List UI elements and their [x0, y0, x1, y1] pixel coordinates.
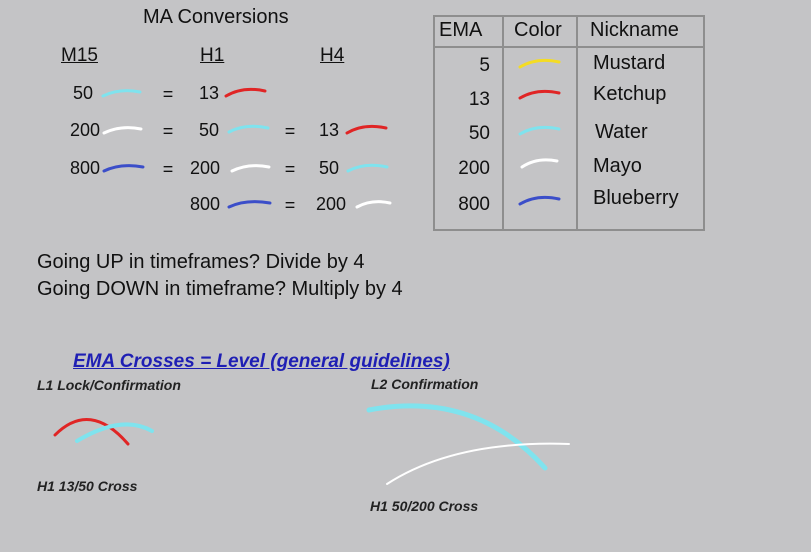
water-curve — [75, 422, 154, 443]
blueberry-swatch-icon — [518, 195, 561, 206]
header-color: Color — [514, 19, 562, 41]
equals-sign: = — [162, 159, 174, 179]
h4-value: 200 — [316, 194, 347, 214]
l2-label: L2 Confirmation — [371, 376, 479, 392]
equals-sign: = — [162, 121, 174, 141]
m15-value: 50 — [72, 83, 93, 103]
h1-value: 800 — [190, 194, 221, 214]
mayo-line-icon — [355, 200, 392, 209]
water-line-icon — [346, 163, 389, 173]
ema-period: 800 — [458, 194, 490, 215]
m15-value: 800 — [69, 158, 100, 178]
equals-sign: = — [284, 121, 296, 141]
water-line-icon — [101, 89, 142, 98]
header-h1: H1 — [200, 45, 225, 66]
ketchup-curve — [53, 418, 130, 446]
table-divider — [502, 17, 504, 229]
h1-50-200-cross-label: H1 50/200 Cross — [370, 498, 479, 514]
header-nickname: Nickname — [590, 19, 679, 41]
header-h4: H4 — [320, 45, 345, 66]
m15-value: 200 — [69, 120, 100, 140]
h4-value: 13 — [319, 120, 340, 140]
h1-value: 200 — [190, 158, 221, 178]
note-going-down: Going DOWN in timeframe? Multiply by 4 — [37, 278, 403, 300]
h1-13-50-cross-label: H1 13/50 Cross — [37, 478, 138, 494]
mayo-curve — [386, 442, 570, 485]
note-going-up: Going UP in timeframes? Divide by 4 — [37, 251, 365, 273]
h1-value: 13 — [199, 83, 220, 103]
blueberry-line-icon — [102, 164, 145, 173]
ema-nickname: Ketchup — [593, 83, 667, 105]
equals-sign: = — [284, 159, 296, 179]
h1-13-50-cross-diagram — [53, 418, 154, 446]
mayo-line-icon — [102, 126, 143, 135]
table-divider — [576, 17, 578, 229]
h1-50-200-cross-diagram — [366, 403, 570, 485]
ketchup-swatch-icon — [518, 89, 561, 100]
ema-nickname: Mayo — [593, 155, 642, 177]
equals-sign: = — [284, 195, 296, 215]
mustard-swatch-icon — [518, 58, 561, 69]
blueberry-line-icon — [227, 200, 272, 209]
mayo-swatch-icon — [520, 158, 559, 169]
h4-value: 50 — [319, 158, 340, 178]
water-swatch-icon — [518, 125, 561, 136]
equals-sign: = — [162, 84, 174, 104]
ema-table: EMA Color Nickname 5 Mustard 13 Ketchup … — [433, 15, 705, 231]
crosses-title: EMA Crosses = Level (general guidelines) — [73, 351, 450, 372]
ema-nickname: Water — [595, 121, 648, 143]
h1-value: 50 — [199, 120, 220, 140]
conversions-title: MA Conversions — [143, 6, 289, 28]
ketchup-line-icon — [224, 87, 267, 98]
table-divider — [435, 46, 703, 48]
l1-label: L1 Lock/Confirmation — [37, 377, 181, 393]
ema-period: 5 — [479, 55, 490, 76]
header-m15: M15 — [61, 45, 98, 66]
ema-period: 50 — [468, 123, 490, 144]
ema-period: 13 — [468, 89, 490, 110]
ema-nickname: Mustard — [593, 52, 666, 74]
water-curve — [366, 403, 548, 471]
header-ema: EMA — [439, 19, 483, 41]
mayo-line-icon — [230, 164, 271, 173]
ema-nickname: Blueberry — [593, 187, 679, 209]
ketchup-line-icon — [345, 124, 388, 135]
ema-period: 200 — [458, 158, 490, 179]
water-line-icon — [227, 124, 270, 134]
